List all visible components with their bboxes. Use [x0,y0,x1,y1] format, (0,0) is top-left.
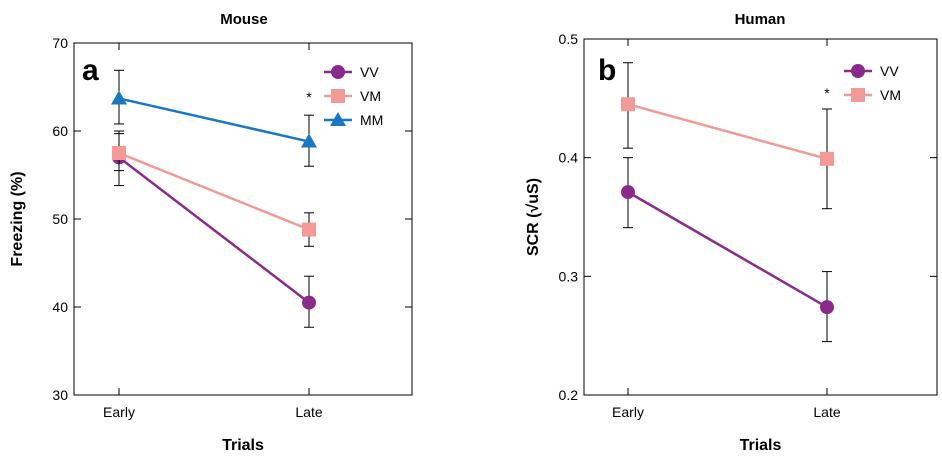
series-line [118,97,310,143]
series-vm [621,62,834,210]
legend-marker [851,88,865,102]
series-line [627,190,828,309]
panel-letter: b [598,54,616,87]
x-tick-label: Late [813,404,840,420]
legend-label: VV [360,64,379,80]
series-vv [621,157,834,343]
data-point [112,146,126,160]
panel-letter: a [82,54,99,87]
y-tick-label: 50 [52,211,68,227]
legend-label: MM [360,112,383,128]
chart-panel-a: 30 40 50 60 70 Early Late Mouse Trials Freezing (… [9,11,413,454]
x-axis-title: Trials [740,437,782,454]
legend-label: VV [880,63,899,79]
y-tick-label: 0.5 [559,31,579,47]
data-point [820,151,834,166]
data-point [621,185,635,200]
legend-marker [851,64,865,78]
y-axis-title: SCR (√uS) [525,178,542,256]
x-axis-title: Trials [222,437,264,454]
legend-item-vm: VM [324,88,381,104]
x-tick-label: Early [103,404,135,420]
series-vm [112,130,316,247]
y-axis-title: Freezing (%) [9,171,26,266]
y-tick-label: 40 [52,299,68,315]
y-tick-label: 30 [52,387,68,403]
chart-title: Mouse [220,11,268,28]
series-line [627,103,828,161]
legend-item-mm: MM [324,112,383,128]
data-point [301,133,317,148]
data-point [302,295,316,310]
legend-marker [331,89,345,103]
legend-marker [330,112,346,126]
legend-marker [331,65,345,79]
y-tick-label: 70 [52,35,68,51]
significance-marker: * [306,89,312,105]
series-line [118,151,310,231]
x-tick-label: Late [295,404,322,420]
x-tick-label: Early [612,404,644,420]
significance-marker: * [824,85,830,101]
legend-label: VM [880,87,901,103]
chart-panel-b: 0.2 0.3 0.4 0.5 Early Late Human Trials SCR (√uS… [525,11,938,454]
y-tick-label: 0.2 [559,387,579,403]
legend-item-vv: VV [324,64,379,80]
legend-item-vv: VV [844,63,899,79]
data-point [302,222,316,237]
plot-frame [583,38,938,396]
series-line [118,156,310,304]
data-point [820,300,834,315]
legend-label: VM [360,88,381,104]
data-point [111,90,127,105]
series-mm [111,69,317,167]
chart-title: Human [735,11,786,28]
y-tick-label: 60 [52,123,68,139]
legend-item-vm: VM [844,87,901,103]
y-tick-label: 0.3 [559,268,579,284]
data-point [621,97,635,112]
y-tick-label: 0.4 [559,150,579,166]
